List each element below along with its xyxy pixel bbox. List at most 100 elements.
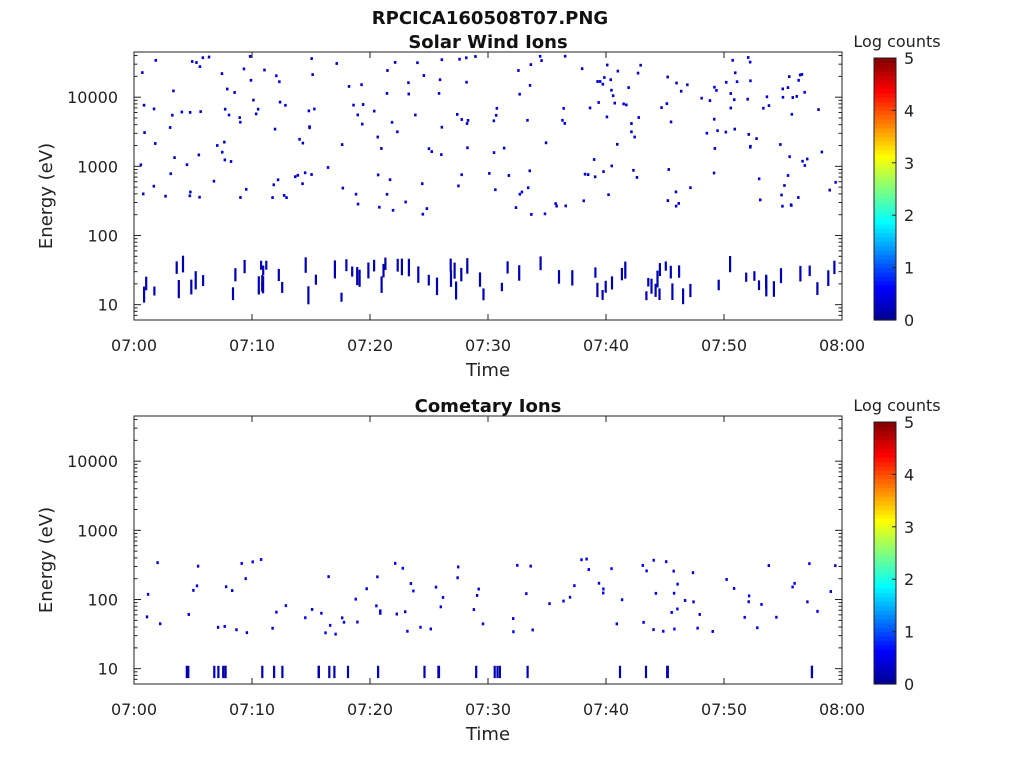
- colorbar-swatch: [874, 289, 896, 295]
- heat-cell: [828, 188, 831, 192]
- x-tick-label: 07:40: [583, 700, 629, 719]
- heat-cell: [198, 195, 201, 199]
- heat-cell: [475, 594, 479, 597]
- heat-cell: [765, 95, 769, 99]
- heat-cell: [223, 158, 227, 162]
- panel-title: Solar Wind Ions: [408, 32, 567, 53]
- heat-cell: [783, 184, 786, 187]
- colorbar-swatch: [874, 666, 896, 672]
- heat-cell: [396, 258, 399, 272]
- heat-cell: [365, 587, 368, 591]
- heat-cell: [154, 142, 157, 145]
- heat-cell: [310, 608, 314, 611]
- heat-cell: [187, 665, 190, 679]
- heat-cell: [207, 55, 211, 59]
- heat-cell: [277, 268, 280, 281]
- heat-cell: [260, 260, 263, 270]
- heat-cell: [808, 265, 811, 277]
- heat-cell: [360, 83, 363, 87]
- heat-cell: [262, 265, 265, 276]
- heat-cell: [580, 558, 583, 562]
- heat-cell: [517, 69, 520, 72]
- x-tick-label: 07:20: [347, 700, 393, 719]
- heat-cell: [561, 118, 564, 122]
- y-axis-label: Energy (eV): [36, 143, 57, 249]
- heat-cell: [538, 54, 542, 58]
- heat-cell: [716, 129, 719, 133]
- heat-cell: [239, 120, 242, 124]
- heat-cell: [829, 590, 832, 593]
- colorbar-swatch: [874, 92, 896, 98]
- y-tick-label: 100: [87, 226, 118, 245]
- heat-cell: [803, 90, 806, 94]
- heat-cell: [356, 113, 359, 117]
- heat-cell: [526, 118, 529, 122]
- heat-cell: [592, 158, 596, 161]
- heat-cell: [400, 258, 403, 276]
- heat-cell: [195, 61, 198, 64]
- colorbar-tick-label: 4: [904, 101, 914, 120]
- x-tick-label: 07:00: [111, 700, 157, 719]
- heat-cell: [492, 151, 496, 154]
- heat-cell: [435, 277, 439, 296]
- heat-cell: [333, 260, 336, 279]
- plot-frame: [133, 415, 843, 685]
- heat-cell: [328, 665, 331, 679]
- colorbar-label: Log counts: [853, 396, 940, 415]
- heat-cell: [380, 276, 383, 293]
- heat-cell: [735, 80, 739, 84]
- colorbar-tick-label: 3: [904, 154, 914, 173]
- heat-cell: [249, 78, 253, 82]
- heat-cell: [324, 631, 327, 635]
- heat-cell: [173, 156, 176, 159]
- y-tick-label: 10000: [67, 88, 118, 107]
- heat-cell: [583, 172, 587, 176]
- heat-cell: [430, 150, 433, 153]
- heat-cell: [625, 103, 628, 107]
- x-tick-label: 07:40: [583, 336, 629, 355]
- heat-cell: [384, 257, 387, 270]
- heat-cell: [449, 270, 453, 287]
- heat-cell: [529, 63, 533, 66]
- heat-cell: [630, 122, 633, 125]
- heat-cell: [633, 135, 636, 139]
- heat-cell: [781, 95, 785, 99]
- heat-cell: [800, 73, 804, 76]
- heat-cell: [665, 560, 668, 564]
- heat-cell: [647, 278, 650, 287]
- colorbar-swatch: [874, 210, 896, 216]
- heat-cell: [427, 274, 430, 286]
- heat-cell: [425, 207, 429, 210]
- colorbar-swatch: [874, 483, 896, 489]
- heat-cell: [226, 87, 229, 91]
- colorbar-swatch: [874, 500, 896, 506]
- heat-cell: [393, 61, 397, 64]
- figure-title: RPCICA160508T07.PNG: [372, 8, 608, 29]
- heat-cell: [437, 92, 441, 95]
- heat-cell: [759, 198, 762, 202]
- colorbar-swatch: [874, 439, 896, 445]
- heat-cell: [142, 192, 145, 196]
- colorbar-swatch: [874, 114, 896, 120]
- heat-cell: [294, 175, 297, 179]
- heat-cell: [635, 176, 639, 179]
- heat-cell: [518, 192, 522, 196]
- heat-cell: [356, 267, 359, 286]
- colorbar-swatch: [874, 422, 896, 427]
- colorbar-swatch: [874, 601, 896, 606]
- heat-cell: [620, 598, 624, 602]
- colorbar-swatch: [874, 478, 896, 484]
- heat-cell: [466, 146, 469, 150]
- heat-cell: [429, 627, 432, 631]
- heat-cell: [142, 103, 146, 107]
- heat-cell: [254, 112, 258, 116]
- heat-cell: [284, 604, 288, 608]
- heat-cell: [781, 204, 784, 208]
- heat-cell: [637, 116, 640, 119]
- colorbar-swatch: [874, 622, 896, 628]
- colorbar-swatch: [874, 435, 896, 441]
- heat-cell: [434, 585, 438, 589]
- heat-cell: [672, 569, 675, 573]
- heat-cell: [747, 56, 750, 59]
- heat-cell: [390, 120, 394, 124]
